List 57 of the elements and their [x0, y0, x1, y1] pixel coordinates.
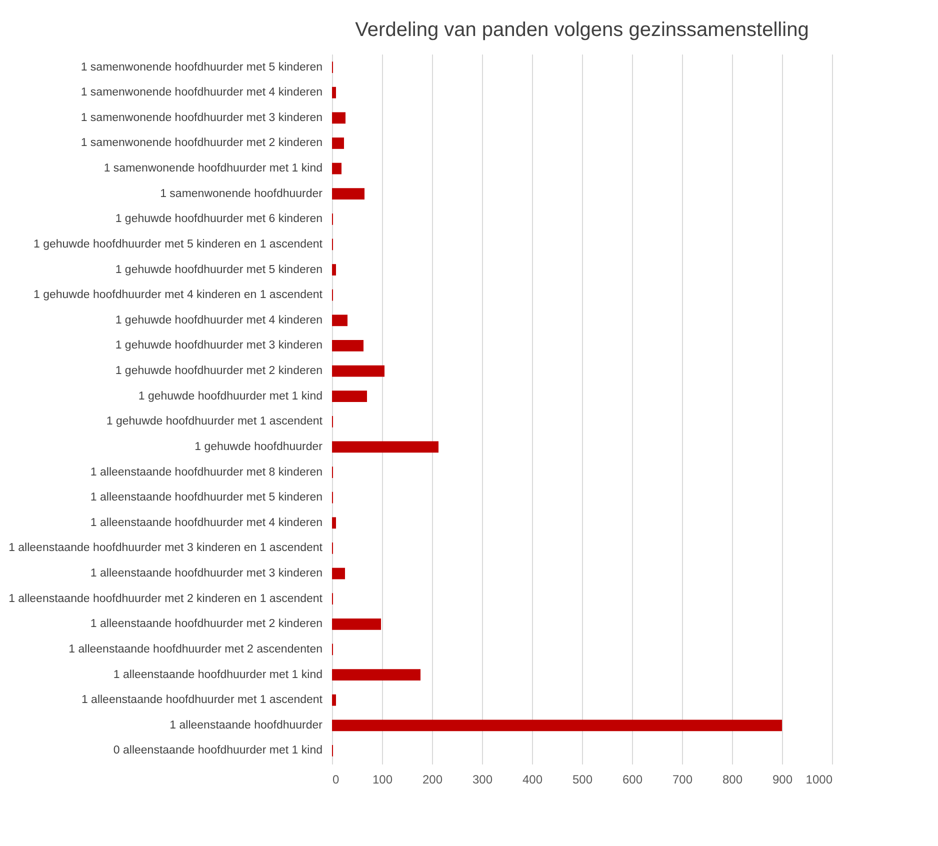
y-tick-label: 1 samenwonende hoofdhuurder met 5 kinderen [80, 61, 322, 74]
y-tick-label: 1 alleenstaande hoofdhuurder met 8 kinderen [90, 466, 322, 478]
y-tick-label: 1 gehuwde hoofdhuurder met 1 ascendent [106, 416, 324, 428]
x-tick-label: 700 [672, 772, 693, 786]
x-tick-label: 400 [522, 772, 543, 786]
bar [332, 138, 344, 149]
x-tick-label: 800 [722, 772, 743, 786]
chart-title: Verdeling van panden volgens gezinssamenstelling [355, 19, 809, 41]
y-tick-label: 1 samenwonende hoofdhuurder [160, 188, 323, 200]
y-tick-label: 1 gehuwde hoofdhuurder met 4 kinderen en 1 ascendent [34, 289, 324, 302]
bar [332, 694, 336, 706]
y-tick-label: 1 alleenstaande hoofdhuurder [170, 719, 323, 732]
x-tick-label: 100 [372, 772, 393, 786]
bar [332, 340, 364, 352]
x-tick-label: 200 [422, 772, 443, 786]
x-tick-label: 1000 [806, 772, 833, 786]
bar [332, 264, 336, 276]
x-tick-label: 300 [472, 772, 493, 786]
y-tick-label: 1 alleenstaande hoofdhuurder met 4 kinderen [90, 516, 322, 529]
y-tick-label: 1 gehuwde hoofdhuurder met 3 kinderen [115, 340, 322, 352]
y-tick-label: 1 samenwonende hoofdhuurder met 1 kind [104, 162, 322, 175]
y-tick-label: 1 samenwonende hoofdhuurder met 4 kinderen [80, 86, 322, 99]
y-tick-label: 1 gehuwde hoofdhuurder met 6 kinderen [115, 213, 322, 226]
bar [332, 314, 348, 326]
bar [332, 188, 364, 200]
y-tick-label: 1 alleenstaande hoofdhuurder met 2 kinderen en 1 ascendent [8, 592, 324, 605]
x-tick-label: 600 [622, 772, 643, 786]
y-tick-label: 1 gehuwde hoofdhuurder met 5 kinderen en 1 ascendent [34, 238, 324, 250]
y-tick-label: 1 alleenstaande hoofdhuurder met 3 kinderen [90, 568, 322, 580]
bar [332, 517, 336, 529]
bar [332, 441, 438, 453]
bar [332, 568, 345, 580]
y-tick-label: 1 alleenstaande hoofdhuurder met 3 kinderen en 1 ascendent [8, 542, 324, 554]
x-tick-label: 0 [332, 772, 340, 786]
bar [332, 618, 381, 630]
y-tick-label: 1 gehuwde hoofdhuurder met 1 kind [138, 390, 322, 402]
y-tick-label: 1 alleenstaande hoofdhuurder met 5 kinderen [90, 492, 322, 504]
y-tick-label: 1 samenwonende hoofdhuurder met 3 kinderen [80, 112, 322, 124]
bar [332, 390, 367, 402]
bar [332, 720, 782, 732]
y-tick-label: 1 alleenstaande hoofdhuurder met 1 kind [113, 668, 322, 681]
x-tick-label: 900 [772, 772, 793, 786]
y-tick-label: 1 gehuwde hoofdhuurder met 4 kinderen [115, 314, 322, 326]
y-tick-label: 1 alleenstaande hoofdhuurder met 2 ascendenten [68, 643, 322, 656]
y-tick-label: 1 gehuwde hoofdhuurder [194, 440, 323, 453]
bar [332, 162, 342, 174]
y-tick-label: 0 alleenstaande hoofdhuurder met 1 kind [113, 744, 322, 757]
bar [332, 112, 346, 124]
y-tick-label: 1 samenwonende hoofdhuurder met 2 kinderen [80, 137, 322, 150]
y-tick-label: 1 gehuwde hoofdhuurder met 2 kinderen [115, 365, 322, 378]
bar [332, 669, 420, 680]
y-tick-label: 1 alleenstaande hoofdhuurder met 2 kinderen [90, 618, 322, 630]
y-tick-label: 1 gehuwde hoofdhuurder met 5 kinderen [115, 264, 322, 276]
bar [332, 365, 384, 377]
bar [332, 86, 336, 98]
x-tick-label: 500 [572, 772, 593, 786]
y-tick-label: 1 alleenstaande hoofdhuurder met 1 ascendent [81, 694, 324, 706]
